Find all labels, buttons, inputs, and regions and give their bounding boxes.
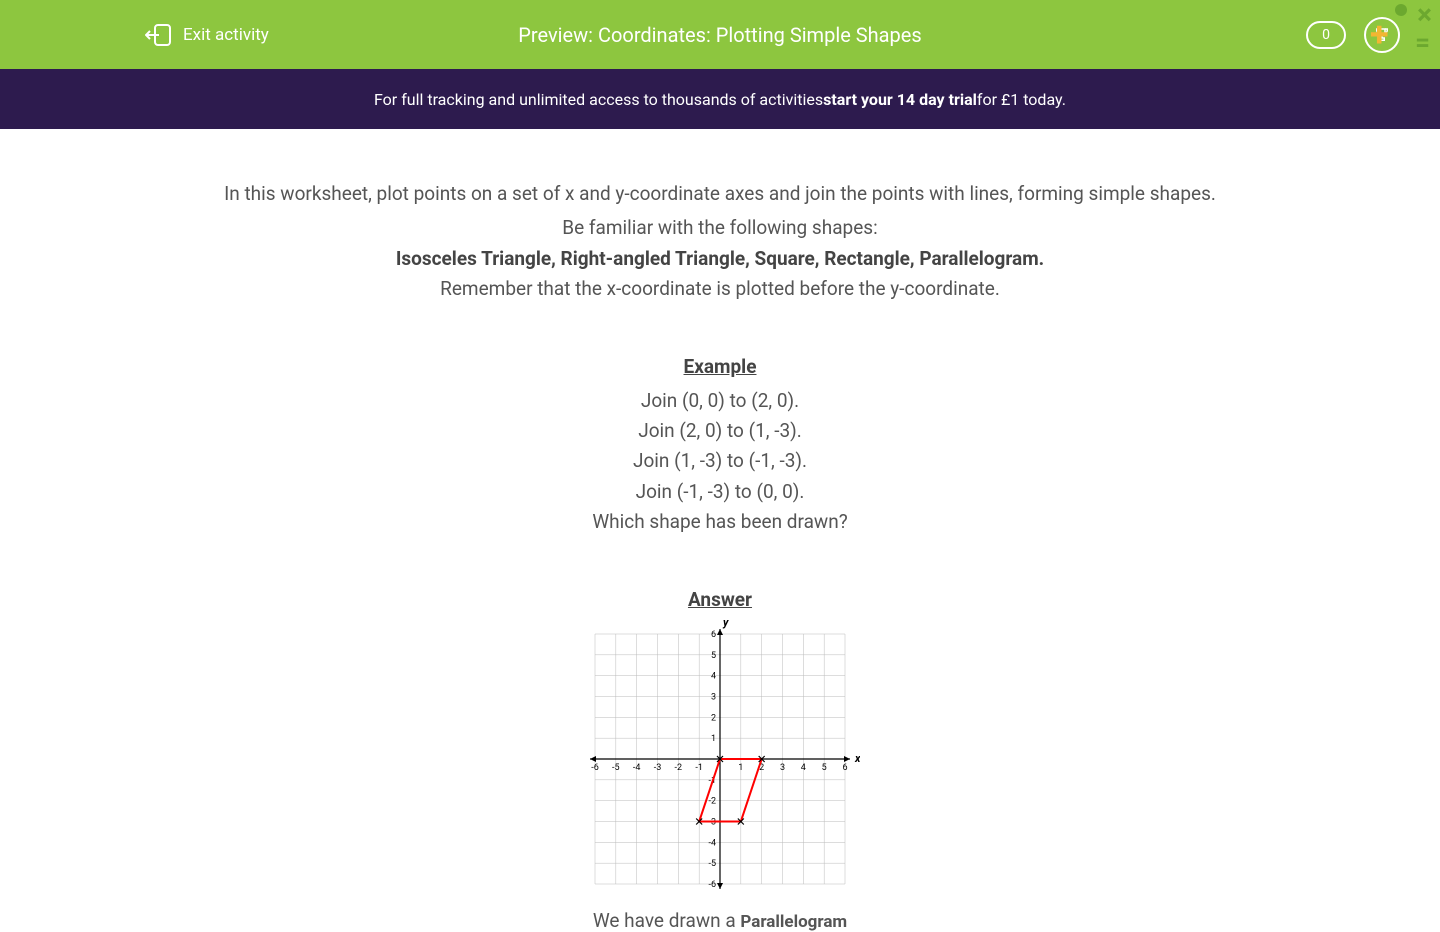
answer-prefix: We have drawn a (593, 909, 741, 932)
page-title: Preview: Coordinates: Plotting Simple Sh… (518, 23, 921, 47)
svg-text:5: 5 (822, 763, 827, 773)
remember-line: Remember that the x-coordinate is plotte… (100, 274, 1340, 304)
svg-text:3: 3 (780, 763, 785, 773)
banner-prefix: For full tracking and unlimited access t… (374, 90, 823, 109)
exit-icon (145, 24, 171, 46)
svg-text:3: 3 (711, 692, 716, 702)
svg-text:-2: -2 (708, 796, 716, 806)
svg-text:1: 1 (738, 763, 743, 773)
answer-heading: Answer (100, 588, 1340, 611)
join-1: Join (0, 0) to (2, 0). (100, 386, 1340, 416)
svg-text:4: 4 (801, 763, 806, 773)
svg-text:-5: -5 (708, 859, 716, 869)
banner-bold: start your 14 day trial (823, 90, 977, 109)
join-3: Join (1, -3) to (-1, -3). (100, 446, 1340, 476)
join-2: Join (2, 0) to (1, -3). (100, 416, 1340, 446)
chart-container: -6-5-4-3-2-1123456-6-5-4-3-2-1123456xy (100, 619, 1340, 899)
svg-text:-1: -1 (695, 763, 703, 773)
svg-text:6: 6 (842, 763, 847, 773)
svg-text:-6: -6 (708, 880, 716, 890)
banner-suffix: for £1 today. (977, 90, 1066, 109)
coordinate-grid-chart: -6-5-4-3-2-1123456-6-5-4-3-2-1123456xy (580, 619, 860, 899)
question-line: Which shape has been drawn? (100, 507, 1340, 537)
svg-text:x: x (854, 752, 860, 765)
worksheet-content: In this worksheet, plot points on a set … (0, 129, 1440, 932)
shapes-list: Isosceles Triangle, Right-angled Triangl… (100, 244, 1340, 274)
svg-text:1: 1 (711, 734, 716, 744)
svg-text:-3: -3 (654, 763, 662, 773)
svg-text:-4: -4 (633, 763, 641, 773)
svg-text:4: 4 (711, 671, 716, 681)
svg-text:y: y (722, 619, 729, 629)
header-bar: Exit activity Preview: Coordinates: Plot… (0, 0, 1440, 69)
brand-logo: ×+= (1365, 0, 1440, 56)
answer-shape: Parallelogram (740, 912, 847, 932)
intro-line-2: Be familiar with the following shapes: (100, 213, 1340, 243)
svg-text:-5: -5 (612, 763, 620, 773)
trial-banner[interactable]: For full tracking and unlimited access t… (0, 69, 1440, 129)
exit-activity-button[interactable]: Exit activity (145, 24, 269, 46)
svg-text:-4: -4 (708, 838, 716, 848)
svg-text:6: 6 (711, 630, 716, 640)
svg-text:-2: -2 (675, 763, 683, 773)
intro-line-1: In this worksheet, plot points on a set … (100, 179, 1340, 209)
join-4: Join (-1, -3) to (0, 0). (100, 477, 1340, 507)
svg-text:-6: -6 (591, 763, 599, 773)
svg-text:5: 5 (711, 650, 716, 660)
example-heading: Example (100, 355, 1340, 378)
answer-sentence: We have drawn a Parallelogram (100, 909, 1340, 932)
score-badge: 0 (1306, 21, 1346, 49)
exit-label: Exit activity (183, 25, 269, 45)
svg-text:2: 2 (711, 713, 716, 723)
